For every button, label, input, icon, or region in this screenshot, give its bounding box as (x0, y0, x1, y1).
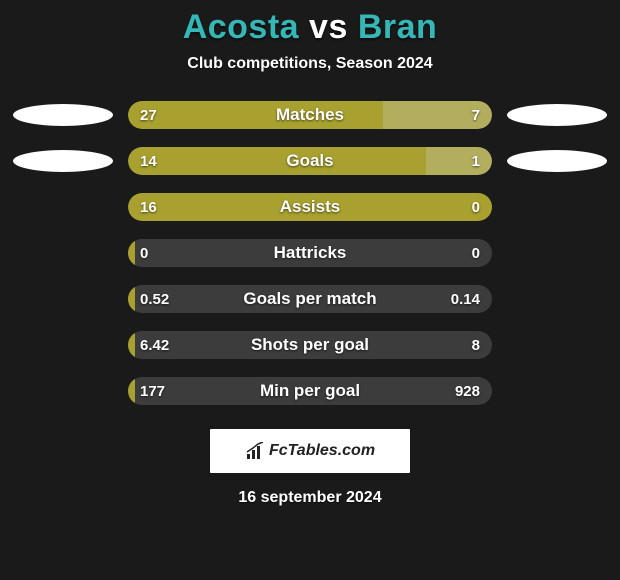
page-title: Acosta vs Bran (183, 8, 438, 47)
stat-bar: Goals per match0.52 0.14 (128, 285, 492, 313)
right-badge-slot (502, 377, 612, 405)
chart-icon (245, 442, 265, 460)
stat-bar: Hattricks0 0 (128, 239, 492, 267)
left-badge-slot (8, 101, 118, 129)
right-badge-slot (502, 331, 612, 359)
player2-badge (507, 104, 607, 126)
stat-value-left: 27 (128, 101, 169, 129)
comparison-card: Acosta vs Bran Club competitions, Season… (0, 0, 620, 580)
stat-label: Matches (128, 101, 492, 129)
stat-row: Shots per goal6.42 8 (8, 331, 612, 359)
stat-value-right: 1 (460, 147, 492, 175)
stat-value-left: 16 (128, 193, 169, 221)
stats-container: Matches277Goals141Assists160Hattricks00G… (8, 101, 612, 405)
left-badge-slot (8, 193, 118, 221)
stat-value-left: 0.52 (128, 285, 181, 313)
logo-text: FcTables.com (269, 442, 375, 460)
stat-label: Shots per goal (128, 331, 492, 359)
stat-value-right: 7 (460, 101, 492, 129)
vs-text: vs (309, 8, 348, 46)
stat-label: Min per goal (128, 377, 492, 405)
stat-value-right: 928 (443, 377, 492, 405)
right-badge-slot (502, 193, 612, 221)
stat-value-right: 8 (460, 331, 492, 359)
stat-bar: Min per goal177 928 (128, 377, 492, 405)
player2-badge (507, 150, 607, 172)
left-badge-slot (8, 377, 118, 405)
stat-value-right: 0 (460, 193, 492, 221)
stat-value-left: 0 (128, 239, 160, 267)
stat-row: Hattricks0 0 (8, 239, 612, 267)
right-badge-slot (502, 147, 612, 175)
stat-row: Goals per match0.52 0.14 (8, 285, 612, 313)
player1-badge (13, 150, 113, 172)
stat-bar: Shots per goal6.42 8 (128, 331, 492, 359)
right-badge-slot (502, 285, 612, 313)
player1-name: Acosta (183, 8, 299, 46)
player1-badge (13, 104, 113, 126)
stat-bar: Goals14 1 (128, 147, 492, 175)
stat-label: Goals (128, 147, 492, 175)
stat-bar: Matches27 7 (128, 101, 492, 129)
stat-row: Matches27 7 (8, 101, 612, 129)
player2-name: Bran (358, 8, 437, 46)
date-text: 16 september 2024 (238, 489, 381, 507)
right-badge-slot (502, 101, 612, 129)
right-badge-slot (502, 239, 612, 267)
left-badge-slot (8, 147, 118, 175)
watermark-logo: FcTables.com (210, 429, 410, 473)
left-badge-slot (8, 331, 118, 359)
stat-row: Assists16 0 (8, 193, 612, 221)
stat-label: Goals per match (128, 285, 492, 313)
stat-bar: Assists16 0 (128, 193, 492, 221)
stat-row: Min per goal177 928 (8, 377, 612, 405)
stat-value-left: 14 (128, 147, 169, 175)
subtitle: Club competitions, Season 2024 (187, 55, 432, 73)
stat-value-right: 0 (460, 239, 492, 267)
stat-value-left: 177 (128, 377, 177, 405)
left-badge-slot (8, 239, 118, 267)
stat-label: Hattricks (128, 239, 492, 267)
stat-value-right: 0.14 (439, 285, 492, 313)
left-badge-slot (8, 285, 118, 313)
stat-value-left: 6.42 (128, 331, 181, 359)
stat-row: Goals14 1 (8, 147, 612, 175)
stat-label: Assists (128, 193, 492, 221)
